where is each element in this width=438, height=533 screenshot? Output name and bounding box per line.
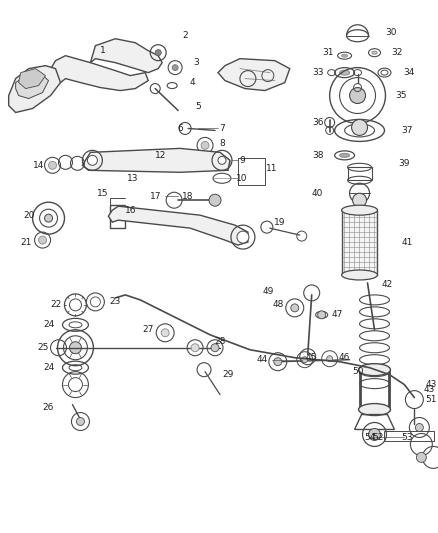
Circle shape bbox=[237, 231, 248, 243]
Circle shape bbox=[87, 155, 97, 165]
Ellipse shape bbox=[358, 364, 389, 376]
Circle shape bbox=[191, 344, 198, 352]
Text: 46: 46 bbox=[338, 353, 350, 362]
Text: 33: 33 bbox=[311, 68, 323, 77]
Text: 6: 6 bbox=[177, 124, 183, 133]
Text: 1: 1 bbox=[99, 46, 105, 55]
Circle shape bbox=[301, 357, 307, 362]
Text: 39: 39 bbox=[398, 159, 409, 168]
Circle shape bbox=[415, 453, 425, 463]
Text: 23: 23 bbox=[110, 297, 121, 306]
Circle shape bbox=[414, 424, 422, 432]
Text: 35: 35 bbox=[395, 91, 406, 100]
Text: 17: 17 bbox=[149, 192, 161, 201]
Text: 24: 24 bbox=[43, 320, 54, 329]
Text: 19: 19 bbox=[273, 217, 285, 227]
Text: 15: 15 bbox=[96, 189, 108, 198]
Circle shape bbox=[155, 50, 161, 55]
Text: 38: 38 bbox=[311, 151, 323, 160]
Text: 29: 29 bbox=[222, 370, 233, 379]
Ellipse shape bbox=[341, 54, 347, 57]
Text: 53: 53 bbox=[401, 433, 412, 442]
Text: 31: 31 bbox=[321, 48, 332, 57]
Polygon shape bbox=[9, 66, 60, 112]
Circle shape bbox=[367, 429, 380, 440]
Circle shape bbox=[351, 119, 367, 135]
Circle shape bbox=[317, 311, 325, 319]
Circle shape bbox=[44, 214, 53, 222]
Circle shape bbox=[290, 304, 298, 312]
Circle shape bbox=[218, 156, 226, 164]
Text: 14: 14 bbox=[33, 161, 44, 170]
Circle shape bbox=[273, 358, 281, 366]
Text: 48: 48 bbox=[272, 301, 283, 309]
Text: 52: 52 bbox=[371, 433, 382, 442]
Circle shape bbox=[172, 64, 178, 70]
Text: 20: 20 bbox=[23, 211, 34, 220]
Text: 47: 47 bbox=[331, 310, 343, 319]
Polygon shape bbox=[18, 69, 46, 88]
Text: 32: 32 bbox=[391, 48, 402, 57]
Polygon shape bbox=[341, 210, 377, 275]
Text: 12: 12 bbox=[154, 151, 166, 160]
Text: 34: 34 bbox=[403, 68, 414, 77]
Text: 13: 13 bbox=[126, 174, 138, 183]
Polygon shape bbox=[90, 39, 162, 72]
Text: 18: 18 bbox=[182, 192, 194, 201]
Circle shape bbox=[76, 417, 84, 425]
Ellipse shape bbox=[341, 205, 377, 215]
Text: 5: 5 bbox=[195, 102, 201, 111]
Text: 50: 50 bbox=[351, 367, 363, 376]
Text: 44: 44 bbox=[256, 355, 267, 364]
Ellipse shape bbox=[341, 270, 377, 280]
Polygon shape bbox=[218, 59, 289, 91]
Text: 22: 22 bbox=[50, 301, 61, 309]
Text: 10: 10 bbox=[236, 174, 247, 183]
Text: 30: 30 bbox=[385, 28, 396, 37]
Polygon shape bbox=[16, 74, 49, 99]
Text: 28: 28 bbox=[214, 337, 225, 346]
Text: 54: 54 bbox=[363, 433, 374, 442]
Circle shape bbox=[69, 342, 81, 354]
Polygon shape bbox=[82, 148, 230, 172]
Text: 21: 21 bbox=[20, 238, 31, 247]
Circle shape bbox=[161, 329, 169, 337]
Circle shape bbox=[39, 236, 46, 244]
Ellipse shape bbox=[358, 403, 389, 416]
Text: 42: 42 bbox=[381, 280, 392, 289]
Text: 2: 2 bbox=[182, 31, 187, 40]
Text: 49: 49 bbox=[261, 287, 273, 296]
Circle shape bbox=[326, 356, 332, 362]
Text: 51: 51 bbox=[424, 395, 436, 404]
Circle shape bbox=[352, 193, 366, 207]
Text: 43: 43 bbox=[423, 385, 434, 394]
Polygon shape bbox=[49, 55, 148, 91]
Text: 43: 43 bbox=[425, 380, 436, 389]
Text: 4: 4 bbox=[189, 78, 194, 87]
Text: 7: 7 bbox=[219, 124, 224, 133]
Text: 36: 36 bbox=[311, 118, 323, 127]
Text: 16: 16 bbox=[124, 206, 136, 215]
Text: 37: 37 bbox=[401, 126, 412, 135]
Ellipse shape bbox=[339, 70, 349, 75]
Text: 27: 27 bbox=[142, 325, 154, 334]
Ellipse shape bbox=[339, 154, 349, 157]
Circle shape bbox=[49, 161, 57, 169]
Text: 41: 41 bbox=[401, 238, 412, 247]
Text: 3: 3 bbox=[193, 58, 198, 67]
Polygon shape bbox=[108, 206, 247, 245]
Text: 11: 11 bbox=[265, 164, 277, 173]
Text: 45: 45 bbox=[305, 353, 317, 362]
Text: 40: 40 bbox=[311, 189, 323, 198]
Circle shape bbox=[201, 141, 208, 149]
Text: 9: 9 bbox=[239, 156, 244, 165]
Text: 26: 26 bbox=[43, 403, 54, 412]
Circle shape bbox=[349, 87, 365, 103]
Circle shape bbox=[211, 344, 219, 352]
Text: 24: 24 bbox=[43, 363, 54, 372]
Circle shape bbox=[208, 194, 220, 206]
Text: 25: 25 bbox=[37, 343, 48, 352]
Ellipse shape bbox=[371, 51, 376, 54]
Text: 8: 8 bbox=[219, 139, 224, 148]
